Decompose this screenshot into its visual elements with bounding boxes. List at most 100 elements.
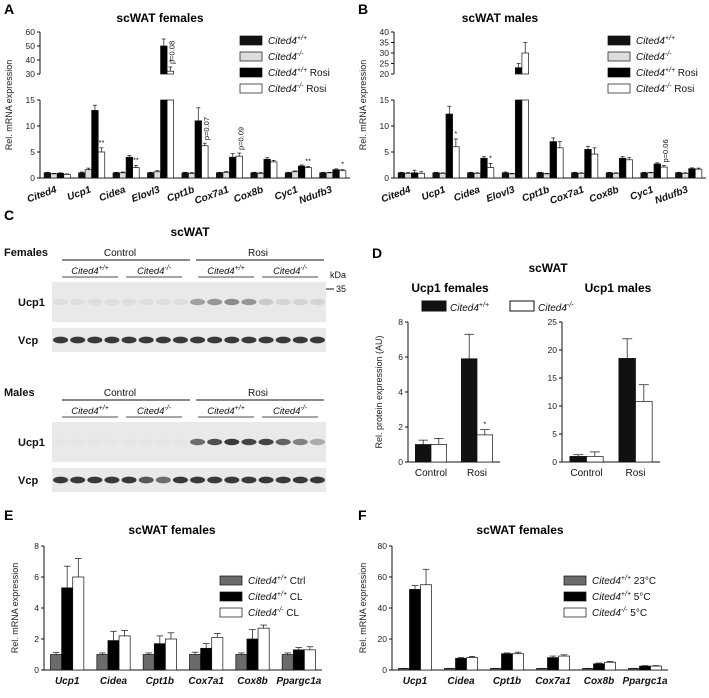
- panel-a-annotation-star: *: [169, 57, 172, 66]
- panel-c-females-band: [258, 298, 274, 306]
- panel-c-males-band: [121, 476, 137, 484]
- panel-d-legend-label: Cited4-/-: [538, 302, 574, 314]
- panel-a-bar: [91, 110, 99, 179]
- panel-d-title: scWAT: [528, 261, 568, 275]
- panel-c-females-genotype-label: Cited4+/+: [207, 265, 245, 277]
- panel-a-bar: [153, 171, 161, 179]
- panel-f-bar: [639, 665, 651, 671]
- panel-b-title: scWAT males: [462, 11, 539, 25]
- panel-d1-bar: [415, 444, 432, 463]
- panel-b-bar: [681, 172, 690, 179]
- panel-c-females-band: [121, 336, 137, 344]
- panel-c-males-band: [53, 439, 68, 445]
- panel-f-bar: [466, 657, 478, 671]
- panel-a-bar: [166, 70, 174, 75]
- panel-f-xtick-ucp1: Ucp1: [403, 676, 428, 687]
- panel-d-legend-swatch: [421, 300, 447, 312]
- panel-b-xtick-ucp1: Ucp1: [420, 184, 447, 203]
- panel-c-males-band: [241, 438, 257, 446]
- panel-a-bar: [297, 165, 306, 179]
- panel-b-annotation-pvalue: p=0.06: [661, 139, 670, 162]
- panel-f-bar: [409, 589, 421, 671]
- panel-b-ytick-label: 35: [380, 38, 390, 48]
- panel-a-bar: [229, 156, 237, 179]
- panel-e-bar: [257, 627, 270, 671]
- panel-f-bar: [650, 665, 662, 671]
- panel-a-legend-swatch: [239, 35, 263, 46]
- panel-b-bar: [549, 141, 557, 179]
- panel-c-males-band: [292, 438, 308, 446]
- panel-b-bar: [521, 99, 529, 179]
- panel-c-males-band: [156, 439, 171, 445]
- panel-f-bar: [604, 661, 616, 671]
- panel-letter-d: D: [372, 245, 382, 261]
- panel-b-bar: [486, 167, 495, 179]
- panel-c-females-band: [138, 298, 154, 306]
- panel-f-bar: [398, 668, 410, 671]
- panel-c-males-band: [309, 438, 325, 446]
- panel-e-ytick-label: 4: [34, 603, 39, 613]
- panel-c-females-genotype-label: Cited4+/+: [71, 265, 109, 277]
- panel-a-ytick-label: 15: [26, 95, 36, 105]
- panel-b-bar: [480, 157, 488, 179]
- panel-e-legend-label: Cited4-/- CL: [248, 607, 300, 619]
- panel-b-legend-label: Cited4-/- Rosi: [636, 83, 694, 95]
- panel-d1-annotation-star: *: [483, 420, 486, 429]
- panel-a-bar: [332, 169, 340, 179]
- panel-e-legend-swatch: [219, 575, 243, 586]
- panel-f-legend-label: Cited4+/+ 23°C: [592, 575, 656, 587]
- panel-d2-ytick-label: 5: [552, 429, 557, 439]
- panel-b-bar: [577, 172, 586, 179]
- panel-b-legend-swatch: [607, 83, 631, 94]
- panel-b-bar: [640, 172, 648, 179]
- panel-c-females-band: [121, 298, 137, 306]
- panel-e-xtick-cox7a1: Cox7a1: [188, 676, 224, 687]
- panel-d2-ytick-label: 25: [548, 317, 558, 327]
- panel-a-annotation-star: *: [341, 160, 344, 169]
- panel-d2-xtick-rosi: Rosi: [625, 468, 645, 479]
- panel-c-females-membrane: [52, 282, 326, 322]
- panel-c-females-band: [275, 298, 291, 306]
- panel-c-females-band: [104, 336, 120, 344]
- panel-c-males-band: [155, 476, 171, 484]
- panel-e-bar: [165, 638, 177, 671]
- panel-e-bar: [211, 637, 224, 671]
- panel-b-bar: [647, 172, 655, 179]
- panel-c-females-band: [224, 336, 240, 344]
- panel-f-legend-swatch: [563, 607, 587, 618]
- panel-d2-bar: [569, 456, 587, 463]
- panel-c-females-group-control: Control: [104, 248, 136, 259]
- panel-d-chart: scWAT Ucp1 females Ucp1 males Cited4+/+ Cite…: [374, 261, 660, 479]
- panel-e-bar: [50, 654, 62, 671]
- panel-a-annotation-pvalue: p=0.07: [202, 117, 211, 140]
- panel-c-males-band: [275, 438, 291, 446]
- panel-c-females-band: [155, 298, 171, 306]
- panel-c-females-band: [87, 298, 103, 306]
- panel-c-males-band: [224, 438, 240, 446]
- panel-e-bar: [292, 649, 305, 671]
- panel-d1-ytick-label: 6: [398, 352, 403, 362]
- panel-b-legend-swatch: [607, 35, 631, 46]
- panel-b-bar: [439, 172, 447, 179]
- panel-a-legend-label: Cited4+/+ Rosi: [268, 67, 330, 79]
- panel-a-ytick-label: 40: [26, 55, 36, 65]
- panel-b-bar: [660, 166, 668, 179]
- panel-c-females-band: [190, 298, 206, 306]
- panel-e-ytick-label: 2: [34, 634, 39, 644]
- panel-a-bar: [50, 173, 58, 179]
- panel-f-xtick-ppargc1a: Ppargc1a: [622, 676, 667, 687]
- panel-a-ytick-label: 0: [30, 173, 35, 183]
- panel-a-annotation-pvalue: p=0.08: [167, 41, 176, 64]
- panel-a-bar: [201, 145, 209, 179]
- panel-a-annotation-star: **: [99, 138, 105, 147]
- panel-f-bar: [490, 668, 502, 671]
- panel-a-bar: [125, 156, 134, 179]
- panel-a-ytick-label: 5: [30, 147, 35, 157]
- panel-c-females-row-label-ucp1: Ucp1: [18, 297, 45, 309]
- panel-d1-ytick-label: 8: [398, 317, 403, 327]
- panel-c-males-band: [309, 476, 325, 484]
- panel-a-bar: [284, 172, 293, 179]
- panel-d1-ytick-label: 2: [398, 422, 403, 432]
